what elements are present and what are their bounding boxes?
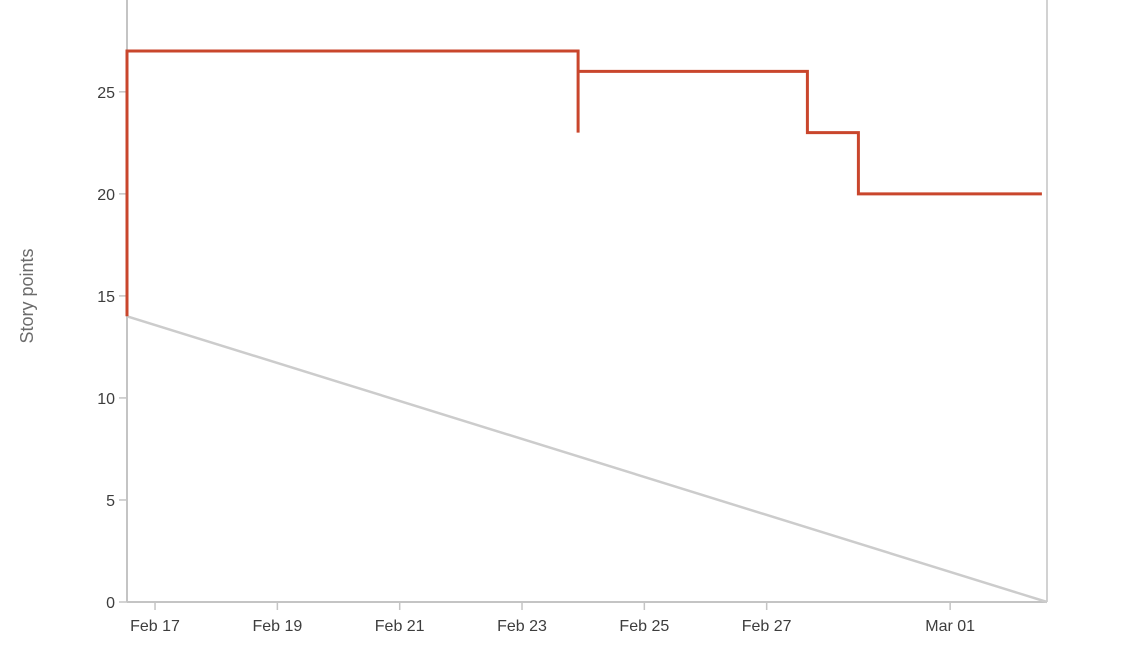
x-tick-label: Feb 25 — [619, 618, 669, 635]
y-tick-label: 10 — [97, 391, 115, 408]
x-tick-label: Mar 01 — [925, 618, 975, 635]
y-tick-label: 20 — [97, 187, 115, 204]
x-tick-label: Feb 21 — [375, 618, 425, 635]
y-axis-ticks: 0 5 10 15 20 25 — [97, 85, 127, 612]
x-axis-ticks: Feb 17 Feb 19 Feb 21 Feb 23 Feb 25 Feb 27 Mar … — [130, 602, 975, 635]
y-tick-label: 15 — [97, 289, 115, 306]
y-axis-title: Story points — [17, 248, 37, 343]
series-layer — [125, 49, 1048, 604]
guideline — [126, 315, 1048, 604]
x-tick-label: Feb 27 — [742, 618, 792, 635]
y-tick-label: 25 — [97, 85, 115, 102]
y-tick-label: 0 — [106, 595, 115, 612]
y-tick-label: 5 — [106, 493, 115, 510]
axes-layer — [126, 0, 1048, 603]
x-tick-label: Feb 17 — [130, 618, 180, 635]
x-tick-label: Feb 19 — [252, 618, 302, 635]
remaining-work-line — [125, 49, 1042, 317]
x-tick-label: Feb 23 — [497, 618, 547, 635]
